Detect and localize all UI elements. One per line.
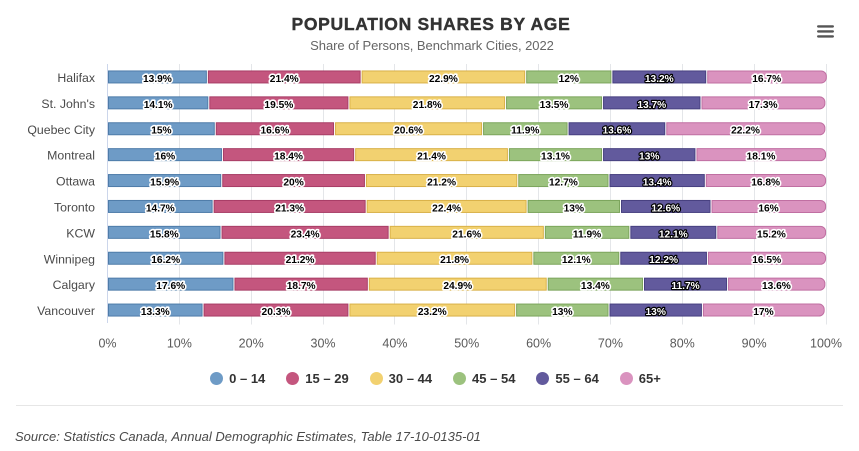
svg-text:Ottawa: Ottawa <box>56 175 95 189</box>
svg-text:18.1%: 18.1% <box>747 152 776 163</box>
svg-text:13%: 13% <box>639 152 659 163</box>
svg-text:16.2%: 16.2% <box>151 255 180 266</box>
svg-text:12.6%: 12.6% <box>651 203 680 214</box>
svg-text:21.6%: 21.6% <box>452 229 481 240</box>
svg-text:19.5%: 19.5% <box>264 100 293 111</box>
svg-text:13.6%: 13.6% <box>602 126 631 137</box>
svg-text:14.1%: 14.1% <box>144 100 173 111</box>
svg-text:13.5%: 13.5% <box>540 100 569 111</box>
svg-text:13%: 13% <box>564 203 584 214</box>
svg-text:90%: 90% <box>742 337 767 351</box>
svg-text:11.9%: 11.9% <box>511 126 539 137</box>
svg-text:20.3%: 20.3% <box>262 307 291 318</box>
svg-text:Quebec City: Quebec City <box>27 123 96 137</box>
svg-text:16.7%: 16.7% <box>752 74 781 85</box>
svg-text:12.2%: 12.2% <box>649 255 678 266</box>
svg-text:Toronto: Toronto <box>54 200 95 214</box>
svg-text:16.8%: 16.8% <box>751 177 780 188</box>
svg-text:21.8%: 21.8% <box>440 255 469 266</box>
svg-text:13.4%: 13.4% <box>581 281 610 292</box>
svg-text:13.6%: 13.6% <box>762 281 791 292</box>
svg-text:15.9%: 15.9% <box>150 177 179 188</box>
svg-text:15%: 15% <box>151 126 171 137</box>
svg-text:15.8%: 15.8% <box>150 229 179 240</box>
svg-text:80%: 80% <box>670 337 695 351</box>
svg-text:11.7%: 11.7% <box>671 281 699 292</box>
svg-text:16.5%: 16.5% <box>752 255 781 266</box>
svg-text:40%: 40% <box>382 337 407 351</box>
svg-text:21.2%: 21.2% <box>427 177 456 188</box>
svg-text:Montreal: Montreal <box>47 149 95 163</box>
svg-text:20%: 20% <box>283 177 303 188</box>
svg-text:17.3%: 17.3% <box>749 100 778 111</box>
svg-text:14.7%: 14.7% <box>146 203 175 214</box>
svg-text:16%: 16% <box>758 203 778 214</box>
svg-text:13.9%: 13.9% <box>143 74 172 85</box>
svg-text:23.2%: 23.2% <box>418 307 447 318</box>
svg-text:Calgary: Calgary <box>53 278 96 292</box>
svg-text:17%: 17% <box>753 307 773 318</box>
svg-text:23.4%: 23.4% <box>291 229 320 240</box>
svg-text:50%: 50% <box>454 337 479 351</box>
svg-text:100%: 100% <box>810 337 842 351</box>
svg-text:18.7%: 18.7% <box>287 281 316 292</box>
svg-text:15.2%: 15.2% <box>757 229 786 240</box>
svg-text:13.2%: 13.2% <box>645 74 674 85</box>
svg-text:13%: 13% <box>646 307 666 318</box>
svg-text:20.6%: 20.6% <box>394 126 423 137</box>
svg-text:Vancouver: Vancouver <box>37 304 95 318</box>
svg-text:St. John's: St. John's <box>41 97 95 111</box>
svg-text:21.4%: 21.4% <box>270 74 299 85</box>
svg-text:12.1%: 12.1% <box>562 255 591 266</box>
svg-text:13%: 13% <box>552 307 572 318</box>
svg-text:13.1%: 13.1% <box>541 152 570 163</box>
svg-text:24.9%: 24.9% <box>443 281 472 292</box>
svg-text:12.1%: 12.1% <box>659 229 688 240</box>
svg-text:13.3%: 13.3% <box>141 307 170 318</box>
svg-text:30%: 30% <box>311 337 336 351</box>
svg-text:10%: 10% <box>167 337 192 351</box>
svg-text:21.2%: 21.2% <box>286 255 315 266</box>
svg-text:Halifax: Halifax <box>57 71 95 85</box>
svg-text:13.7%: 13.7% <box>637 100 666 111</box>
svg-text:21.3%: 21.3% <box>275 203 304 214</box>
svg-text:16.6%: 16.6% <box>260 126 289 137</box>
svg-text:20%: 20% <box>239 337 264 351</box>
svg-text:60%: 60% <box>526 337 551 351</box>
svg-text:18.4%: 18.4% <box>274 152 303 163</box>
svg-text:11.9%: 11.9% <box>573 229 601 240</box>
svg-text:21.8%: 21.8% <box>413 100 442 111</box>
svg-text:22.2%: 22.2% <box>731 126 760 137</box>
svg-text:70%: 70% <box>598 337 623 351</box>
svg-text:12.7%: 12.7% <box>549 177 578 188</box>
svg-text:22.4%: 22.4% <box>432 203 461 214</box>
svg-text:13.4%: 13.4% <box>643 177 672 188</box>
svg-text:16%: 16% <box>155 152 175 163</box>
svg-text:22.9%: 22.9% <box>429 74 458 85</box>
svg-text:0%: 0% <box>98 337 116 351</box>
svg-text:12%: 12% <box>559 74 579 85</box>
svg-text:KCW: KCW <box>66 226 95 240</box>
svg-text:17.6%: 17.6% <box>156 281 185 292</box>
svg-text:21.4%: 21.4% <box>417 152 446 163</box>
svg-text:Winnipeg: Winnipeg <box>44 252 95 266</box>
